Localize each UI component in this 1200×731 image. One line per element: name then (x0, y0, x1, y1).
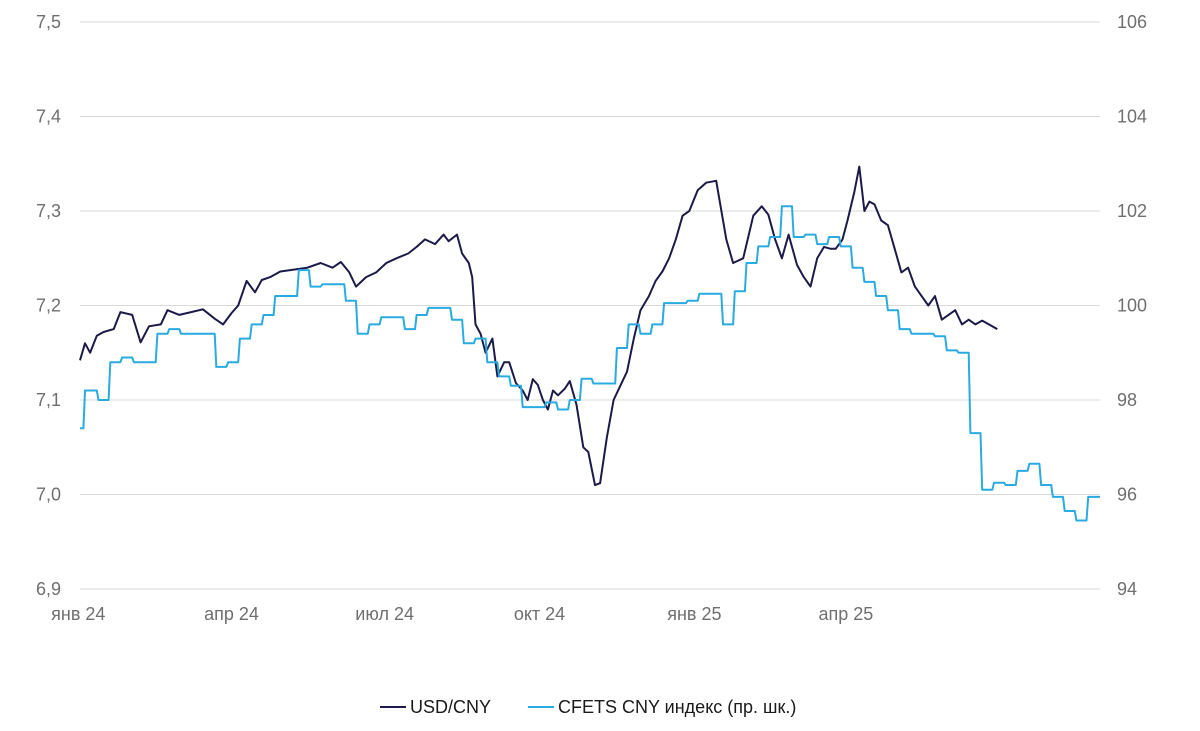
left-axis-tick-label: 7,0 (36, 485, 61, 505)
left-axis-tick-label: 7,5 (36, 12, 61, 32)
x-axis-tick-label: июл 24 (355, 604, 414, 624)
right-axis-tick-label: 94 (1117, 579, 1137, 599)
x-axis-ticks: янв 24 апр 24 июл 24 окт 24 янв 25 апр 25 (51, 604, 873, 624)
x-axis-tick-label: янв 25 (667, 604, 721, 624)
series-line-cfets-index (80, 205, 1100, 522)
series-lines (79, 165, 1100, 522)
legend-label: USD/CNY (410, 697, 491, 717)
right-axis-tick-label: 98 (1117, 390, 1137, 410)
right-axis-tick-label: 102 (1117, 201, 1147, 221)
right-axis-ticks: 106 104 102 100 98 96 94 (1117, 12, 1147, 599)
x-axis-tick-label: апр 25 (818, 604, 873, 624)
right-axis-tick-label: 106 (1117, 12, 1147, 32)
right-axis-tick-label: 96 (1117, 485, 1137, 505)
left-axis-tick-label: 7,3 (36, 201, 61, 221)
legend: USD/CNY CFETS CNY индекс (пр. шк.) (380, 697, 796, 717)
x-axis-tick-label: янв 24 (51, 604, 105, 624)
left-axis-tick-label: 7,2 (36, 296, 61, 316)
left-axis-tick-label: 7,4 (36, 107, 61, 127)
left-axis-tick-label: 7,1 (36, 390, 61, 410)
x-axis-tick-label: апр 24 (204, 604, 259, 624)
series-line-usd-cny (79, 165, 998, 487)
x-axis-tick-label: окт 24 (514, 604, 565, 624)
right-axis-tick-label: 104 (1117, 107, 1147, 127)
left-axis-ticks: 7,5 7,4 7,3 7,2 7,1 7,0 6,9 (36, 12, 61, 599)
left-axis-tick-label: 6,9 (36, 579, 61, 599)
gridlines (80, 21, 1100, 590)
legend-label: CFETS CNY индекс (пр. шк.) (558, 697, 796, 717)
right-axis-tick-label: 100 (1117, 296, 1147, 316)
